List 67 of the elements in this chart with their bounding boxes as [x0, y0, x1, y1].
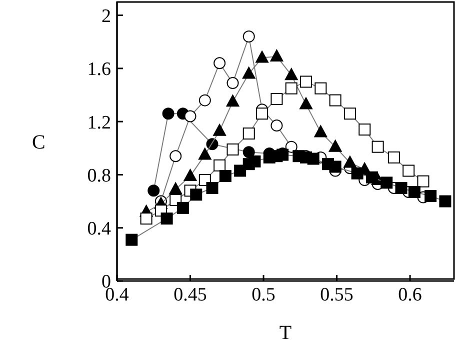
point — [226, 77, 239, 90]
point — [300, 76, 312, 88]
point — [270, 120, 283, 132]
point — [408, 186, 420, 198]
point — [140, 212, 152, 225]
point — [328, 140, 342, 152]
point — [314, 82, 327, 94]
point — [388, 151, 400, 164]
point — [344, 108, 356, 120]
point — [380, 176, 393, 189]
point — [358, 124, 371, 136]
point — [285, 82, 298, 94]
point — [226, 94, 240, 107]
point — [242, 30, 255, 43]
point — [219, 170, 232, 182]
point — [190, 188, 202, 201]
point — [184, 169, 197, 182]
point — [170, 150, 182, 162]
point — [242, 146, 255, 158]
point — [213, 124, 226, 136]
point — [351, 167, 364, 180]
point — [366, 171, 378, 184]
point — [148, 184, 160, 197]
x-tick-label: 0.5 — [252, 284, 276, 306]
point — [270, 49, 284, 62]
y-tick-label: 2 — [102, 6, 111, 28]
y-tick-label: 1.2 — [87, 112, 111, 134]
point — [198, 94, 211, 106]
point — [329, 160, 342, 173]
y-tick-label: 0.4 — [87, 218, 112, 240]
point — [242, 66, 256, 79]
point — [285, 140, 298, 153]
y-tick-label: 0.8 — [87, 165, 111, 186]
point — [270, 92, 283, 105]
point — [169, 182, 182, 194]
point — [314, 125, 328, 138]
x-tick-label: 0.55 — [320, 284, 354, 306]
point — [395, 182, 408, 194]
point — [329, 94, 342, 106]
point — [300, 97, 313, 110]
point — [417, 175, 430, 188]
x-axis-title: T — [279, 322, 292, 344]
y-axis-title: C — [32, 132, 46, 154]
point — [184, 110, 196, 122]
point — [242, 128, 255, 140]
point — [256, 108, 268, 120]
point — [402, 164, 415, 177]
point — [284, 68, 298, 80]
point — [226, 143, 239, 156]
point — [256, 50, 269, 63]
point — [198, 148, 212, 160]
point — [206, 182, 218, 194]
point — [248, 155, 261, 168]
point — [126, 234, 138, 246]
point — [307, 152, 320, 165]
point — [160, 212, 173, 225]
x-tick-label: 0.45 — [174, 284, 207, 306]
y-tick-label: 1.6 — [87, 59, 111, 80]
point — [176, 202, 189, 214]
point — [439, 195, 452, 208]
x-tick-label: 0.6 — [398, 284, 422, 306]
point — [214, 57, 226, 70]
point — [424, 190, 437, 202]
point — [372, 140, 384, 153]
point — [343, 156, 356, 168]
point — [214, 159, 226, 172]
point — [162, 108, 174, 120]
